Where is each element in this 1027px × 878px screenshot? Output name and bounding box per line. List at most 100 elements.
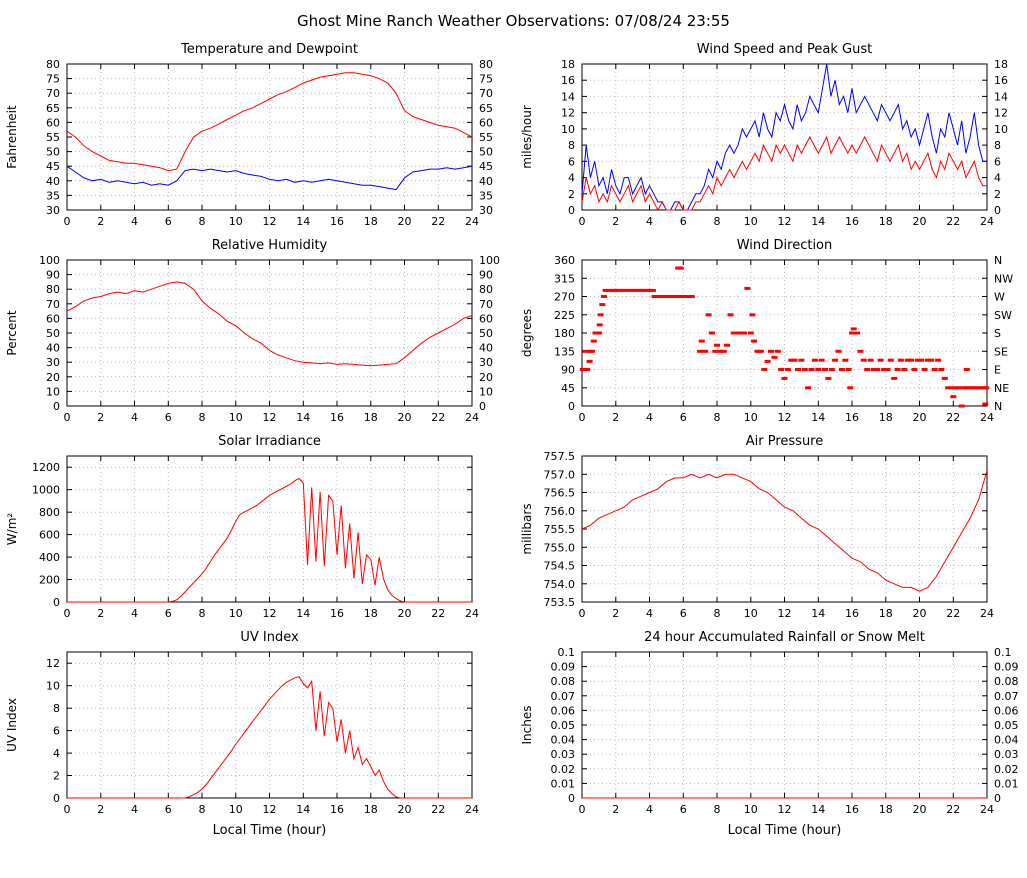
scatter-point: [825, 376, 832, 380]
scatter-point: [599, 303, 606, 307]
y-tick-label: 12: [561, 107, 575, 120]
x-tick-label: 4: [131, 803, 138, 816]
scatter-point: [702, 349, 709, 353]
scatter-point: [678, 295, 685, 298]
x-tick-label: 16: [845, 803, 859, 816]
x-tick-label: 12: [778, 607, 792, 620]
y-tick-label: 600: [39, 529, 60, 542]
y-tick-label: 8: [53, 702, 60, 715]
y-tick-label: 70: [46, 298, 60, 311]
y-tick-label: 4: [53, 747, 60, 760]
x-tick-label: 20: [913, 607, 927, 620]
x-tick-label: 16: [845, 607, 859, 620]
scatter-point: [596, 323, 603, 327]
y-tick-label-right: 0.05: [994, 719, 1019, 732]
x-tick-label: 2: [97, 215, 104, 228]
scatter-point: [854, 331, 861, 335]
series-solar-irradiance: [67, 477, 472, 603]
scatter-point: [654, 295, 661, 298]
y-tick-label: 70: [46, 87, 60, 100]
y-tick-label-right: 0.1: [994, 646, 1012, 659]
plot-frame: [66, 651, 473, 799]
x-tick-label: 10: [744, 803, 758, 816]
y-tick-label-right: 6: [994, 155, 1001, 168]
y-tick-label: 2: [53, 770, 60, 783]
y-tick-label: 0.07: [551, 690, 576, 703]
scatter-point: [901, 368, 908, 371]
charts-grid: 0 2 4 6 8 10 12 14 16 18 20 22 24 30 30 35 35 40 40 45 45 50 5…: [0, 38, 1027, 840]
scatter-point: [921, 368, 928, 371]
scatter-point: [908, 358, 915, 362]
series-wind-speed: [581, 135, 987, 212]
chart-svg-wind-direction: 0 2 4 6 8 10 12 14 16 18 20 22 240459013518022527031…: [520, 238, 1013, 424]
scatter-point: [590, 339, 597, 343]
x-tick-label: 24: [980, 607, 994, 620]
y-tick-label: 75: [46, 73, 60, 86]
scatter-point: [612, 288, 619, 292]
y-tick-label: 0: [568, 204, 575, 217]
y-tick-label: 45: [46, 160, 60, 173]
y-tick-label: 6: [568, 155, 575, 168]
x-tick-label: 0: [579, 215, 586, 228]
scatter-point: [828, 368, 835, 371]
y-tick-label-right: 80: [479, 58, 493, 71]
y-tick-label-right: 100: [479, 254, 500, 267]
y-axis-label: degrees: [520, 309, 534, 357]
y-tick-label: 45: [561, 382, 575, 395]
scatter-point: [714, 343, 720, 347]
x-tick-label: 24: [980, 215, 994, 228]
y-tick-label: 753.5: [544, 596, 576, 609]
compass-label: S: [994, 327, 1001, 340]
x-tick-label: 2: [612, 803, 619, 816]
scatter-point: [911, 368, 918, 371]
chart-title: 24 hour Accumulated Rainfall or Snow Mel…: [644, 630, 925, 645]
y-axis-label: Percent: [5, 310, 19, 355]
y-tick-label: 757.0: [544, 468, 576, 481]
scatter-point: [708, 331, 715, 335]
y-tick-label-right: 10: [479, 385, 493, 398]
scatter-point: [649, 288, 656, 292]
compass-label: W: [994, 291, 1005, 304]
compass-label: N: [994, 400, 1002, 413]
scatter-point: [751, 339, 758, 343]
scatter-point: [741, 331, 747, 335]
x-tick-label: 2: [97, 607, 104, 620]
y-tick-label: 20: [46, 371, 60, 384]
x-tick-label: 0: [64, 215, 71, 228]
y-tick-label: 40: [46, 175, 60, 188]
x-tick-label: 10: [744, 607, 758, 620]
x-tick-label: 24: [465, 803, 479, 816]
x-tick-label: 16: [330, 607, 344, 620]
scatter-point: [877, 358, 884, 362]
scatter-point: [948, 386, 955, 390]
y-tick-label: 400: [39, 551, 60, 564]
y-tick-label-right: 2: [994, 188, 1001, 201]
compass-label: SW: [994, 309, 1012, 322]
series-humidity: [66, 281, 473, 367]
x-tick-label: 16: [330, 411, 344, 424]
x-tick-label: 0: [64, 803, 71, 816]
scatter-point: [768, 349, 774, 353]
x-tick-label: 10: [229, 803, 243, 816]
scatter-point: [646, 288, 653, 292]
scatter-point: [774, 349, 781, 353]
y-tick-label-right: 0: [994, 204, 1001, 217]
x-tick-label: 8: [714, 411, 721, 424]
y-axis-label: Inches: [520, 706, 534, 745]
x-tick-label: 12: [263, 215, 277, 228]
scatter-point: [727, 313, 734, 317]
x-tick-label: 6: [680, 215, 687, 228]
scatter-point: [629, 288, 636, 292]
y-tick-label-right: 90: [479, 269, 493, 282]
chart-wind-speed-peak-gust: 0 2 4 6 8 10 12 14 16 18 20 22 24 0 0 2 2 4 4 6 6 8 8 10 10 12 12 1…: [518, 38, 1023, 234]
scatter-point: [579, 368, 586, 371]
y-tick-label: 754.5: [544, 560, 576, 573]
scatter-point: [668, 295, 675, 298]
y-tick-label: 1000: [32, 484, 60, 497]
scatter-point: [720, 349, 727, 353]
y-tick-label: 90: [561, 364, 575, 377]
chart-title: Temperature and Dewpoint: [180, 42, 358, 57]
y-tick-label: 0: [53, 596, 60, 609]
y-tick-label: 0: [568, 400, 575, 413]
